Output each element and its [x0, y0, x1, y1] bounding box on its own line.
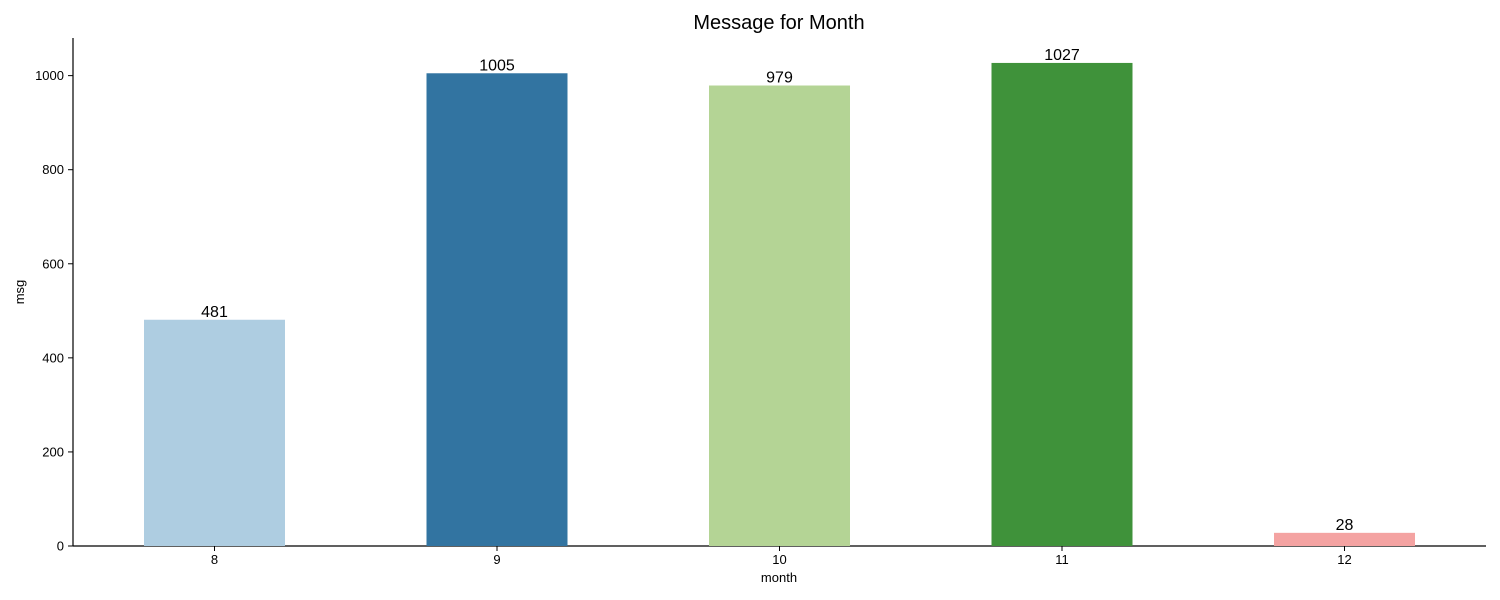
bar: [1274, 532, 1415, 546]
bar-value-label: 1027: [1044, 47, 1080, 64]
y-tick-label: 200: [42, 444, 64, 459]
bar-value-label: 28: [1336, 517, 1354, 534]
y-tick-label: 800: [42, 162, 64, 177]
bar: [991, 62, 1133, 547]
x-tick-label: 10: [772, 552, 786, 567]
x-tick-label: 12: [1337, 552, 1351, 567]
y-axis: 0 200 400 600 800 1000: [35, 38, 74, 554]
bar: [144, 319, 285, 546]
x-tick-label: 8: [211, 552, 218, 567]
bar: [709, 85, 850, 546]
y-tick-label: 600: [42, 256, 64, 271]
bar-value-label: 481: [201, 304, 228, 321]
data-labels: 481 1005 979 1027 28: [201, 47, 1353, 534]
chart-title: Message for Month: [693, 12, 864, 34]
x-tick-label: 9: [493, 552, 500, 567]
bar-value-label: 979: [766, 70, 793, 87]
y-tick-label: 400: [42, 350, 64, 365]
x-tick-label: 11: [1055, 552, 1069, 567]
x-axis: 8 9 10 11 12: [73, 545, 1486, 567]
bar: [426, 73, 568, 547]
y-tick-label: 1000: [35, 68, 64, 83]
x-axis-label: month: [761, 570, 797, 585]
bar-value-label: 1005: [479, 57, 515, 74]
bars: [144, 62, 1415, 547]
y-axis-label: msg: [12, 280, 27, 305]
y-tick-label: 0: [57, 539, 64, 554]
